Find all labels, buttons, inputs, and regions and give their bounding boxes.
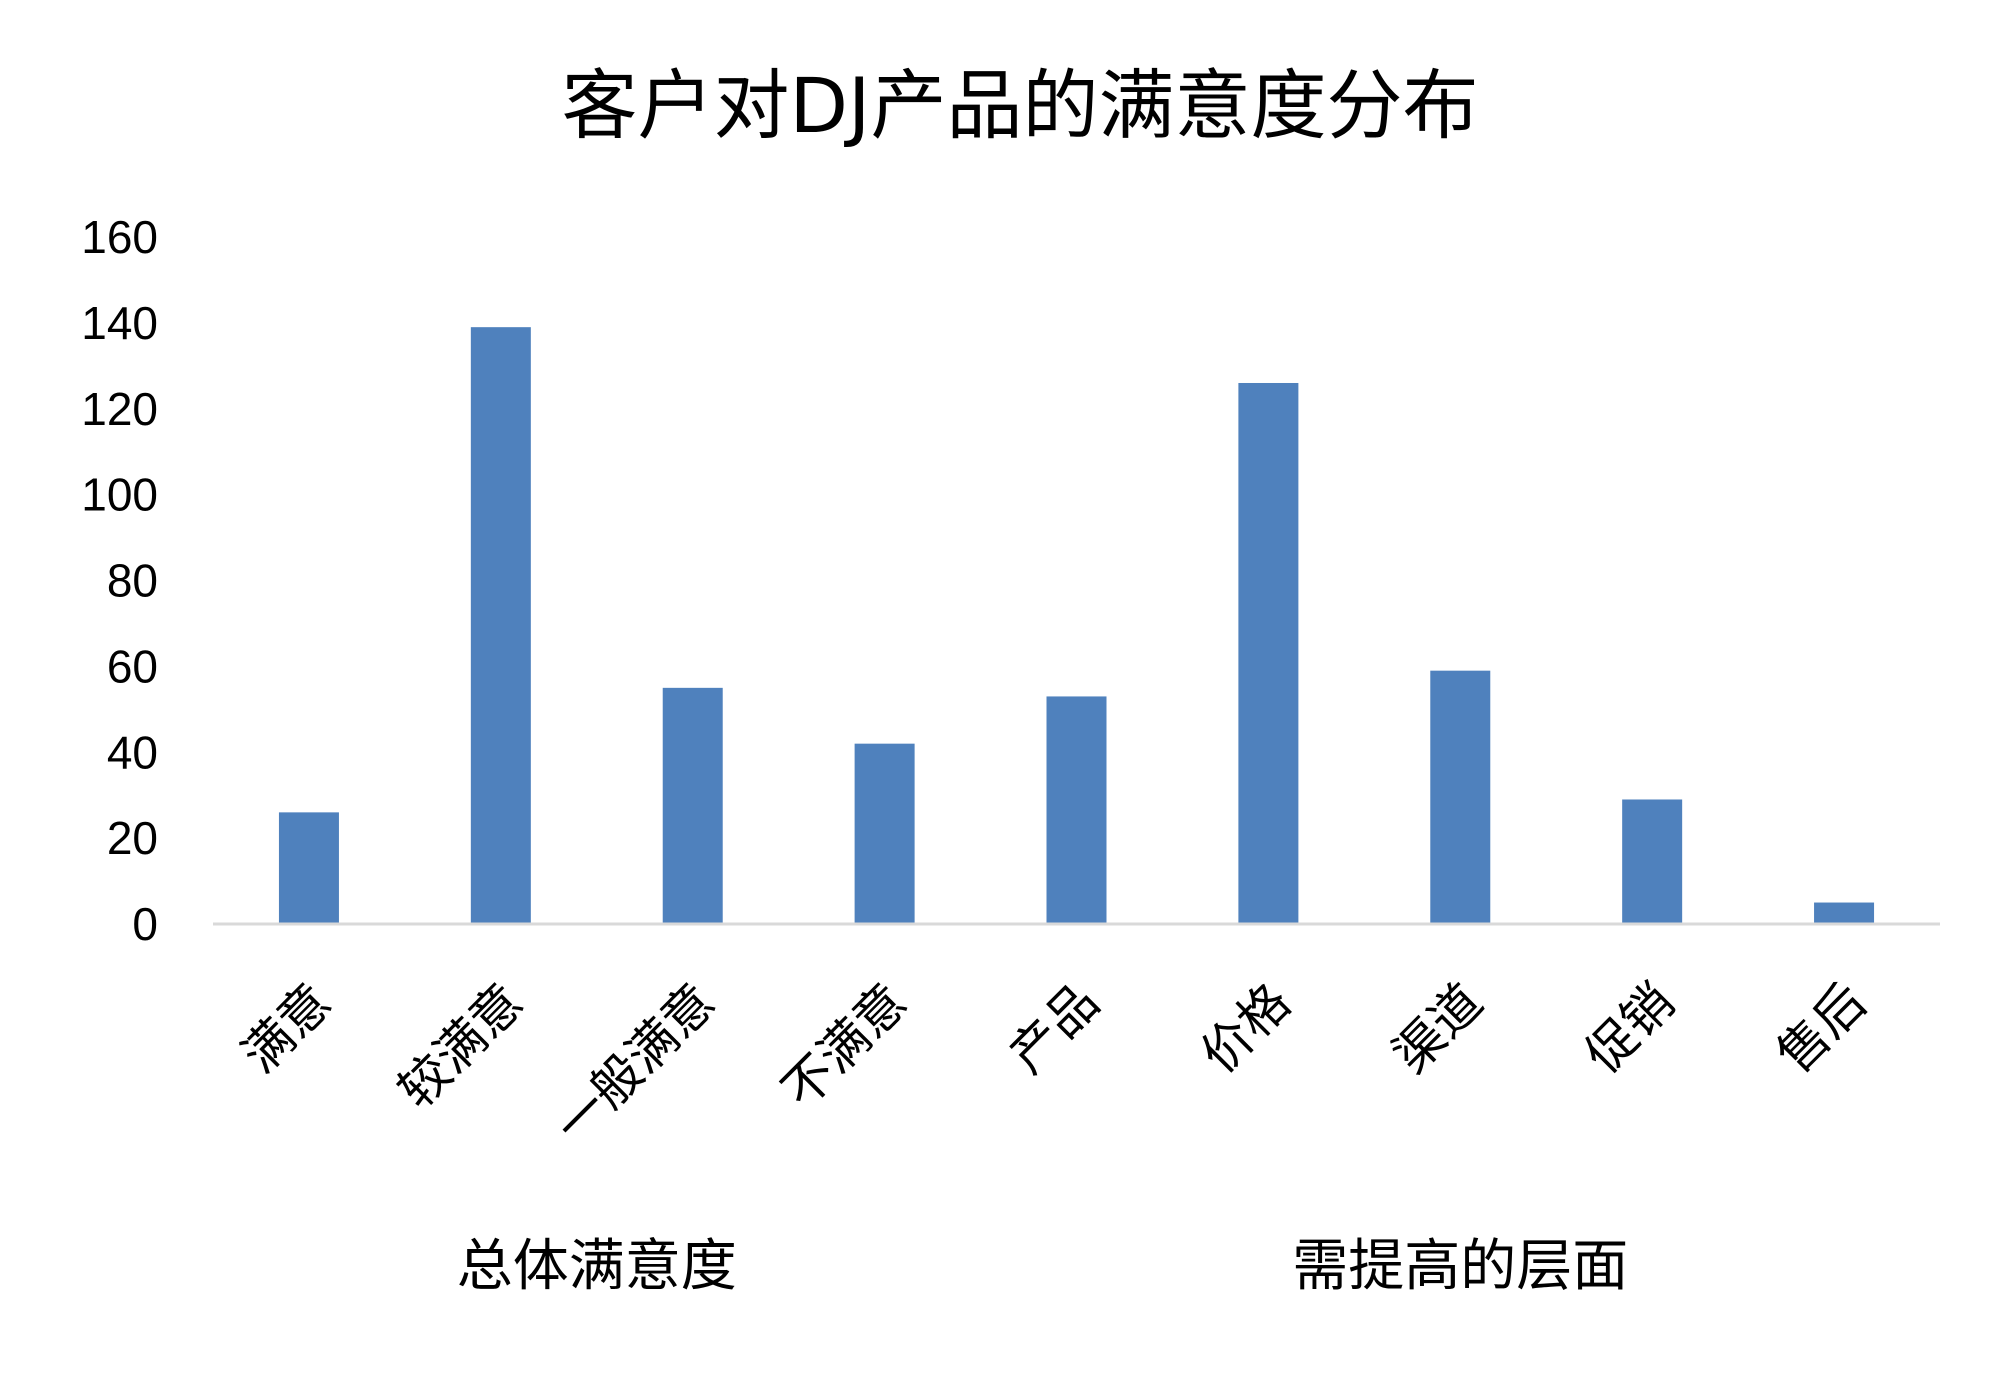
- y-tick-label: 0: [132, 898, 158, 950]
- bar: [1046, 696, 1107, 924]
- bar: [278, 812, 339, 924]
- category-group-labels: 总体满意度 需提高的层面: [457, 1234, 1629, 1299]
- group-label: 需提高的层面: [1292, 1234, 1628, 1299]
- x-tick-label: 促销: [1574, 972, 1686, 1084]
- bar: [1430, 670, 1491, 924]
- y-tick-label: 140: [81, 297, 158, 349]
- bar: [1238, 382, 1299, 924]
- y-tick-label: 100: [81, 469, 158, 521]
- x-tick-label: 产品: [998, 972, 1110, 1084]
- bar: [1622, 799, 1683, 924]
- x-tick-label: 满意: [231, 972, 343, 1084]
- y-tick-label: 40: [107, 726, 158, 778]
- y-tick-label: 160: [81, 211, 158, 263]
- bar: [662, 687, 723, 924]
- x-tick-label: 不满意: [771, 972, 918, 1119]
- x-tick-label: 一般满意: [544, 972, 726, 1154]
- y-tick-label: 80: [107, 555, 158, 607]
- x-tick-label: 价格: [1190, 972, 1302, 1084]
- chart-title: 客户对DJ产品的满意度分布: [562, 61, 1479, 150]
- x-tick-label: 较满意: [387, 972, 534, 1119]
- bar: [1814, 902, 1875, 924]
- y-tick-label: 20: [107, 812, 158, 864]
- bar: [470, 327, 531, 924]
- y-tick-label: 60: [107, 640, 158, 692]
- group-label: 总体满意度: [457, 1234, 737, 1299]
- y-tick-label: 120: [81, 383, 158, 435]
- x-axis-ticks: 满意 较满意 一般满意 不满意 产品 价格 渠道 促销 售后: [231, 972, 1878, 1154]
- bar: [854, 743, 915, 924]
- y-axis-ticks: 0 20 40 60 80 100 120 140 160: [81, 211, 158, 950]
- x-tick-label: 售后: [1766, 972, 1878, 1084]
- x-tick-label: 渠道: [1382, 972, 1494, 1084]
- bars: [278, 327, 1875, 924]
